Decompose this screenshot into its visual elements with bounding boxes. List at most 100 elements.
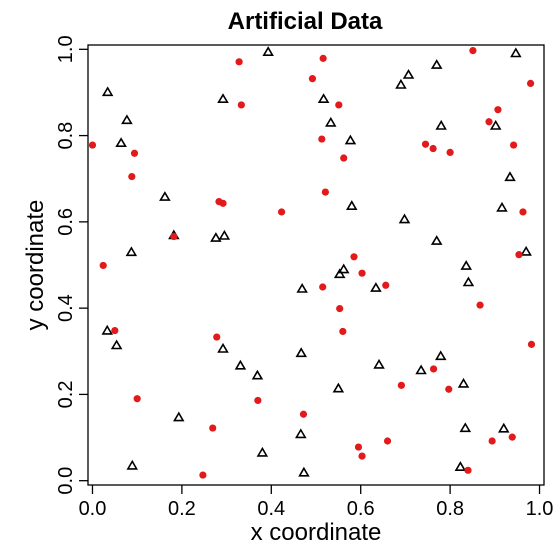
triangle-point: [324, 116, 337, 127]
triangle-point: [459, 422, 472, 433]
triangle-point: [126, 459, 138, 470]
circle-point: [383, 437, 392, 445]
triangle-point: [395, 78, 407, 89]
triangle-point: [298, 466, 310, 477]
triangle-point: [346, 200, 358, 210]
circle-point: [358, 269, 366, 277]
y-tick-label: 0.0: [55, 467, 77, 495]
triangle-point: [101, 86, 114, 97]
circle-point: [321, 188, 329, 196]
circle-point: [319, 283, 327, 291]
circle-point: [219, 199, 227, 207]
x-tick-label: 0.8: [436, 498, 464, 520]
circle-point: [485, 118, 493, 126]
triangle-point: [317, 93, 330, 103]
triangle-point: [415, 364, 427, 375]
circle-point: [358, 452, 366, 460]
circle-point: [354, 443, 363, 451]
circle-point: [319, 54, 327, 62]
triangle-point: [234, 359, 247, 370]
circle-point: [339, 327, 347, 336]
triangle-point: [510, 47, 522, 58]
triangle-point: [333, 268, 346, 279]
triangle-point: [402, 69, 415, 79]
circle-point: [509, 141, 518, 149]
triangle-point: [101, 324, 113, 335]
y-tick-label: 0.2: [55, 381, 77, 409]
circle-point: [446, 148, 454, 157]
circle-point: [508, 433, 516, 441]
triangle-point: [496, 201, 508, 212]
x-tick-label: 0.2: [168, 498, 196, 520]
triangle-point: [115, 137, 127, 147]
triangle-series: [101, 46, 532, 477]
triangle-point: [489, 119, 502, 130]
triangle-point: [217, 342, 229, 353]
triangle-point: [296, 283, 308, 293]
triangle-point: [159, 191, 171, 201]
y-tick-label: 0.6: [55, 208, 77, 236]
triangle-point: [262, 46, 274, 57]
circle-point: [277, 208, 286, 216]
circle-point: [336, 304, 344, 313]
circle-point: [237, 101, 245, 109]
chart-title: Artificial Data: [228, 8, 383, 35]
circle-point: [209, 424, 217, 432]
circle-point: [133, 395, 141, 403]
triangle-point: [337, 263, 350, 274]
circle-series: [88, 47, 536, 479]
triangle-point: [295, 428, 307, 439]
y-tick-label: 1.0: [55, 35, 77, 63]
triangle-point: [295, 347, 307, 358]
circle-point: [515, 251, 523, 259]
x-tick-label: 0.6: [347, 498, 375, 520]
triangle-point: [344, 134, 357, 145]
circle-point: [170, 232, 178, 241]
x-tick-label: 0.4: [257, 498, 285, 520]
triangle-point: [430, 235, 443, 245]
circle-point: [199, 471, 207, 479]
triangle-point: [173, 411, 185, 422]
triangle-point: [460, 260, 473, 270]
triangle-point: [398, 213, 411, 224]
circle-point: [111, 326, 119, 335]
circle-point: [469, 47, 477, 55]
circle-point: [476, 301, 484, 309]
circle-point: [429, 144, 437, 153]
triangle-point: [332, 382, 345, 393]
y-axis-label: y coordinate: [22, 200, 49, 331]
circle-point: [382, 281, 390, 289]
circle-point: [308, 75, 317, 83]
circle-point: [421, 140, 430, 148]
triangle-point: [520, 245, 532, 256]
circle-point: [340, 154, 348, 162]
triangle-point: [435, 350, 447, 361]
circle-point: [488, 437, 496, 445]
circle-point: [99, 261, 107, 270]
triangle-point: [210, 232, 222, 242]
x-axis-label: x coordinate: [251, 519, 382, 546]
triangle-point: [430, 59, 443, 69]
circle-point: [299, 410, 308, 418]
triangle-point: [256, 446, 269, 457]
circle-point: [130, 149, 139, 157]
circle-point: [88, 141, 97, 149]
circle-point: [254, 396, 262, 405]
triangle-point: [217, 93, 229, 103]
triangle-point: [462, 276, 475, 287]
circle-point: [350, 253, 358, 261]
circle-point: [335, 101, 343, 109]
triangle-point: [498, 422, 510, 433]
triangle-point: [251, 369, 264, 380]
circle-point: [494, 106, 502, 114]
triangle-point: [121, 114, 133, 125]
circle-point: [213, 333, 221, 341]
triangle-point: [454, 461, 467, 472]
x-axis: 0.0 0.2 0.4 0.6 0.8 1.0: [79, 485, 553, 520]
circle-point: [235, 58, 243, 66]
circle-point: [445, 385, 453, 393]
circle-point: [527, 340, 536, 348]
circle-point: [429, 365, 438, 373]
y-axis: 0.0 0.2 0.4 0.6 0.8 1.0: [55, 35, 88, 495]
circle-point: [464, 466, 472, 474]
